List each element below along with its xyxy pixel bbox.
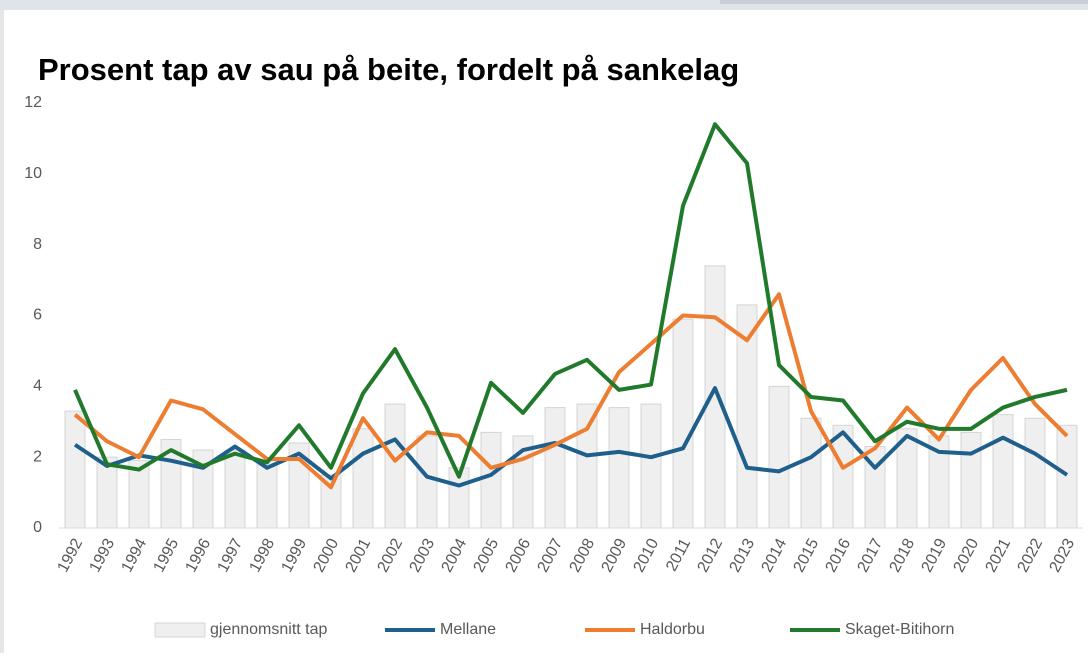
bar (64, 410, 86, 529)
bar (992, 414, 1014, 529)
bar (384, 403, 406, 529)
line-series (73, 386, 1069, 488)
y-tick-label: 6 (33, 307, 42, 324)
x-tick-label: 1992 (55, 536, 87, 576)
bar (256, 460, 278, 529)
x-tick-label: 2017 (855, 536, 887, 576)
x-tick-label: 2014 (759, 536, 791, 576)
chart-title: Prosent tap av sau på beite, fordelt på … (38, 52, 739, 87)
line-series (73, 122, 1068, 479)
x-tick-label: 1993 (87, 536, 119, 576)
legend-swatch (154, 622, 206, 638)
x-tick-label: 2021 (983, 536, 1015, 576)
x-tick-label: 2020 (951, 536, 983, 576)
bar (960, 431, 982, 529)
bar (672, 318, 694, 529)
legend-label: Mellane (440, 621, 496, 638)
y-tick-label: 2 (33, 448, 42, 465)
legend-label: gjennomsnitt tap (210, 621, 328, 638)
x-tick-label: 2015 (791, 536, 823, 576)
bar (544, 407, 566, 529)
bar (1024, 417, 1046, 529)
bar (768, 385, 790, 529)
y-tick-label: 8 (33, 236, 42, 253)
x-tick-label: 2018 (887, 536, 919, 576)
y-tick-label: 0 (33, 519, 42, 536)
x-tick-label: 1995 (151, 536, 183, 576)
x-tick-label: 2009 (599, 536, 631, 576)
bar (416, 435, 438, 529)
x-tick-label: 1996 (183, 536, 215, 576)
bar (800, 417, 822, 529)
x-tick-label: 2000 (311, 536, 343, 576)
legend-label: Haldorbu (640, 621, 705, 638)
x-tick-label: 2003 (407, 536, 439, 576)
top-strip-edge (720, 0, 1088, 4)
line-series (73, 292, 1069, 490)
x-tick-label: 2004 (439, 536, 471, 576)
x-tick-label: 1998 (247, 536, 279, 576)
x-tick-label: 2006 (503, 536, 535, 576)
y-tick-label: 10 (24, 165, 42, 182)
x-tick-label: 1997 (215, 536, 247, 576)
x-tick-label: 2022 (1015, 536, 1047, 576)
x-tick-label: 2016 (823, 536, 855, 576)
x-tick-label: 2001 (343, 536, 375, 576)
x-tick-label: 2002 (375, 536, 407, 576)
x-tick-label: 2010 (631, 536, 663, 576)
x-tick-label: 2007 (535, 536, 567, 576)
x-tick-label: 2011 (663, 536, 694, 574)
legend-label: Skaget-Bitihorn (845, 621, 954, 638)
x-tick-label: 2023 (1047, 536, 1079, 576)
bar (352, 428, 374, 529)
bar (704, 265, 726, 529)
x-tick-label: 2008 (567, 536, 599, 576)
x-tick-label: 2019 (919, 536, 951, 576)
x-tick-label: 1994 (119, 536, 151, 576)
left-border (0, 10, 4, 653)
bar (224, 449, 246, 529)
x-tick-label: 1999 (279, 536, 311, 576)
y-tick-label: 12 (24, 94, 42, 111)
bar (608, 407, 630, 529)
y-tick-label: 4 (33, 378, 42, 395)
bar (480, 431, 502, 529)
top-strip (0, 0, 1088, 10)
x-tick-label: 2012 (695, 536, 727, 576)
x-tick-label: 2013 (727, 536, 759, 576)
x-tick-label: 2005 (471, 536, 503, 576)
bar (576, 403, 598, 529)
bar (1056, 424, 1078, 529)
bar (640, 403, 662, 529)
